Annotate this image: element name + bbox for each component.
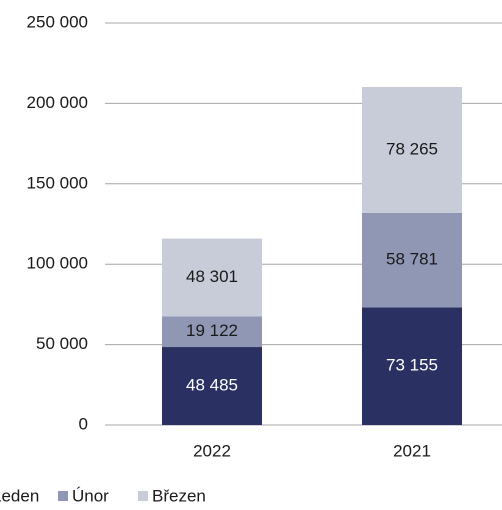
bar-segment [162,316,262,348]
bar-segment [362,307,462,425]
value-label: 19 122 [186,321,238,340]
legend-label: Březen [152,486,206,505]
bar-segment [362,212,462,308]
legend-label: Leden [0,486,39,505]
value-label: 78 265 [386,139,438,158]
bar-segment [162,238,262,317]
y-tick-label: 0 [79,414,88,433]
x-tick-label: 2022 [193,441,231,460]
y-tick-label: 100 000 [27,254,88,273]
value-label: 48 485 [186,376,238,395]
value-label: 58 781 [386,250,438,269]
legend-label: Únor [72,486,109,505]
value-label: 48 301 [186,267,238,286]
x-tick-label: 2021 [393,441,431,460]
legend-swatch [138,491,148,501]
bar-segment [362,86,462,213]
y-tick-label: 200 000 [27,93,88,112]
y-tick-label: 150 000 [27,173,88,192]
y-tick-label: 50 000 [36,334,88,353]
value-label: 73 155 [386,356,438,375]
y-tick-label: 250 000 [27,12,88,31]
bar-segment [162,347,262,425]
legend-swatch [58,491,68,501]
